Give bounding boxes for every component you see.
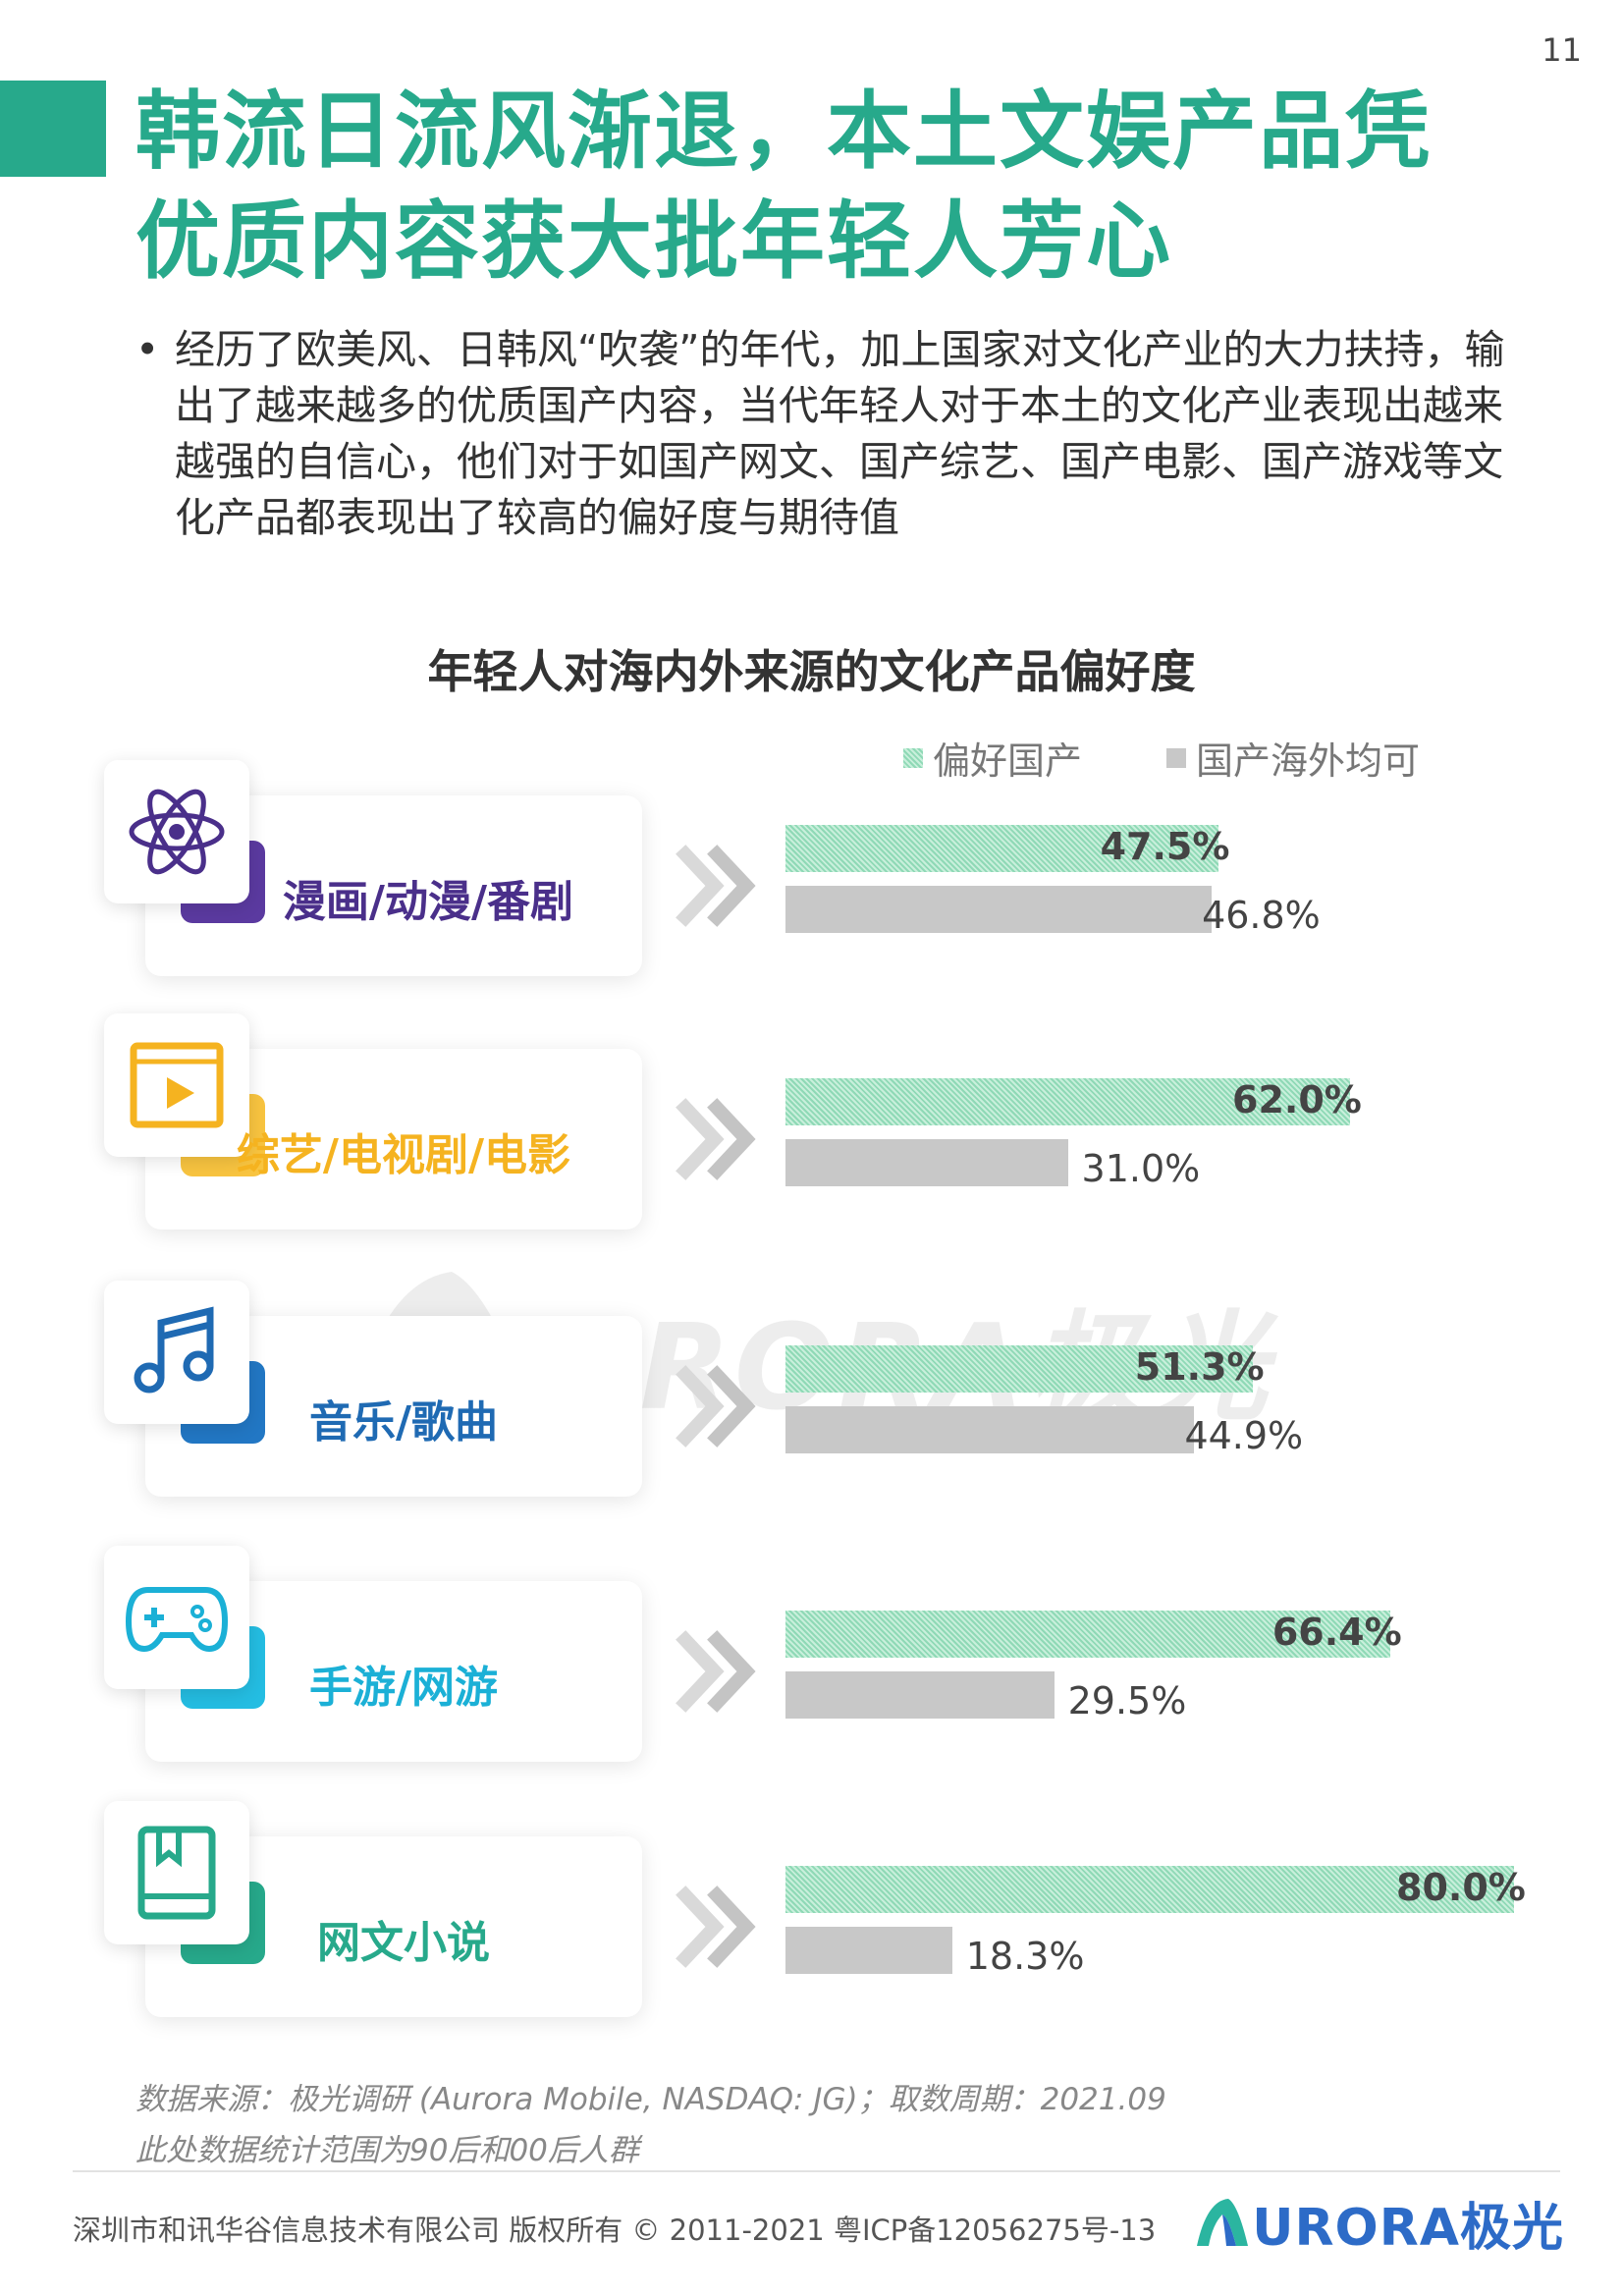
bar-prefer-domestic (785, 825, 1218, 872)
brand-logo-mark (1197, 2199, 1249, 2246)
value-label-prefer-domestic: 47.5% (1100, 825, 1230, 868)
bar-group: 66.4% 29.5% (785, 1581, 1532, 1762)
bar-domestic-or-overseas (785, 1671, 1055, 1719)
legend-swatch-pref (903, 747, 923, 768)
bar-group: 51.3% 44.9% (785, 1316, 1532, 1497)
category-card: 综艺/电视剧/电影 (104, 1013, 642, 1230)
bullet-marker: • (135, 326, 160, 373)
brand-logo: URORA极光 (1193, 2188, 1564, 2258)
value-label-domestic-or-overseas: 29.5% (1067, 1679, 1187, 1722)
data-source: 数据来源：极光调研 (Aurora Mobile, NASDAQ: JG)；取数… (135, 2074, 1166, 2176)
legend-label-pref: 偏好国产 (933, 739, 1083, 783)
double-chevron-icon (672, 1622, 770, 1721)
category-label: 网文小说 (317, 1918, 490, 1968)
bar-domestic-or-overseas (785, 1927, 952, 1974)
value-label-domestic-or-overseas: 18.3% (965, 1935, 1085, 1978)
data-source-line2: 此处数据统计范围为90后和00后人群 (135, 2133, 639, 2168)
double-chevron-icon (672, 1357, 770, 1455)
intro-paragraph: • 经历了欧美风、日韩风“吹袭”的年代，加上国家对文化产业的大力扶持，输出了越来… (135, 322, 1532, 546)
category-card: 音乐/歌曲 (104, 1281, 642, 1497)
data-source-line1: 数据来源：极光调研 (Aurora Mobile, NASDAQ: JG)；取数… (135, 2082, 1166, 2117)
value-label-prefer-domestic: 66.4% (1271, 1611, 1402, 1654)
value-label-prefer-domestic: 51.3% (1134, 1345, 1265, 1389)
double-chevron-icon (672, 1878, 770, 1976)
bar-group: 62.0% 31.0% (785, 1049, 1532, 1230)
category-card: 网文小说 (104, 1801, 642, 2017)
bar-prefer-domestic (785, 1078, 1351, 1125)
bar-prefer-domestic (785, 1866, 1514, 1913)
category-icon-wrap (104, 1546, 271, 1713)
page-title: 韩流日流风渐退，本土文娱产品凭 优质内容获大批年轻人芳心 (135, 77, 1569, 297)
bar-prefer-domestic (785, 1345, 1253, 1393)
category-icon-wrap (104, 760, 271, 927)
category-label: 音乐/歌曲 (308, 1397, 499, 1448)
category-card: 手游/网游 (104, 1546, 642, 1762)
value-label-prefer-domestic: 80.0% (1396, 1866, 1526, 1909)
double-chevron-icon (672, 1090, 770, 1188)
footer-copyright: 深圳市和讯华谷信息技术有限公司 版权所有 © 2011-2021 粤ICP备12… (73, 2214, 1157, 2247)
legend-swatch-both (1166, 747, 1186, 768)
atom-icon (104, 760, 249, 903)
brand-logo-text: URORA极光 (1252, 2198, 1564, 2258)
category-label: 漫画/动漫/番剧 (282, 877, 574, 927)
legend-label-both: 国产海外均可 (1196, 739, 1421, 783)
gamepad-icon (104, 1546, 249, 1689)
category-card: 漫画/动漫/番剧 (104, 760, 642, 976)
value-label-domestic-or-overseas: 46.8% (1202, 894, 1321, 937)
chart-title: 年轻人对海内外来源的文化产品偏好度 (427, 645, 1196, 698)
video-play-icon (104, 1013, 249, 1157)
music-note-icon (104, 1281, 249, 1424)
page-title-line2: 优质内容获大批年轻人芳心 (135, 192, 1172, 291)
double-chevron-icon (672, 837, 770, 935)
bar-domestic-or-overseas (785, 886, 1213, 933)
legend-item-pref: 偏好国产 (903, 731, 1082, 785)
category-icon-wrap (104, 1801, 271, 1968)
value-label-domestic-or-overseas: 31.0% (1081, 1147, 1201, 1190)
category-icon-wrap (104, 1013, 271, 1180)
value-label-domestic-or-overseas: 44.9% (1184, 1414, 1304, 1457)
page-number: 11 (1542, 31, 1582, 69)
page-title-line1: 韩流日流风渐退，本土文娱产品凭 (135, 82, 1432, 181)
bar-group: 80.0% 18.3% (785, 1836, 1532, 2017)
title-accent-block (0, 81, 106, 177)
value-label-prefer-domestic: 62.0% (1232, 1078, 1362, 1121)
bar-prefer-domestic (785, 1611, 1390, 1658)
category-label: 手游/网游 (308, 1663, 499, 1713)
category-icon-wrap (104, 1281, 271, 1448)
intro-text: 经历了欧美风、日韩风“吹袭”的年代，加上国家对文化产业的大力扶持，输出了越来越多… (175, 326, 1505, 541)
bar-group: 47.5% 46.8% (785, 795, 1532, 976)
bar-domestic-or-overseas (785, 1406, 1195, 1453)
book-icon (104, 1801, 249, 1944)
bar-domestic-or-overseas (785, 1139, 1068, 1186)
footer-divider (73, 2170, 1560, 2172)
category-label: 综艺/电视剧/电影 (236, 1130, 571, 1180)
legend-item-both: 国产海外均可 (1166, 731, 1420, 785)
